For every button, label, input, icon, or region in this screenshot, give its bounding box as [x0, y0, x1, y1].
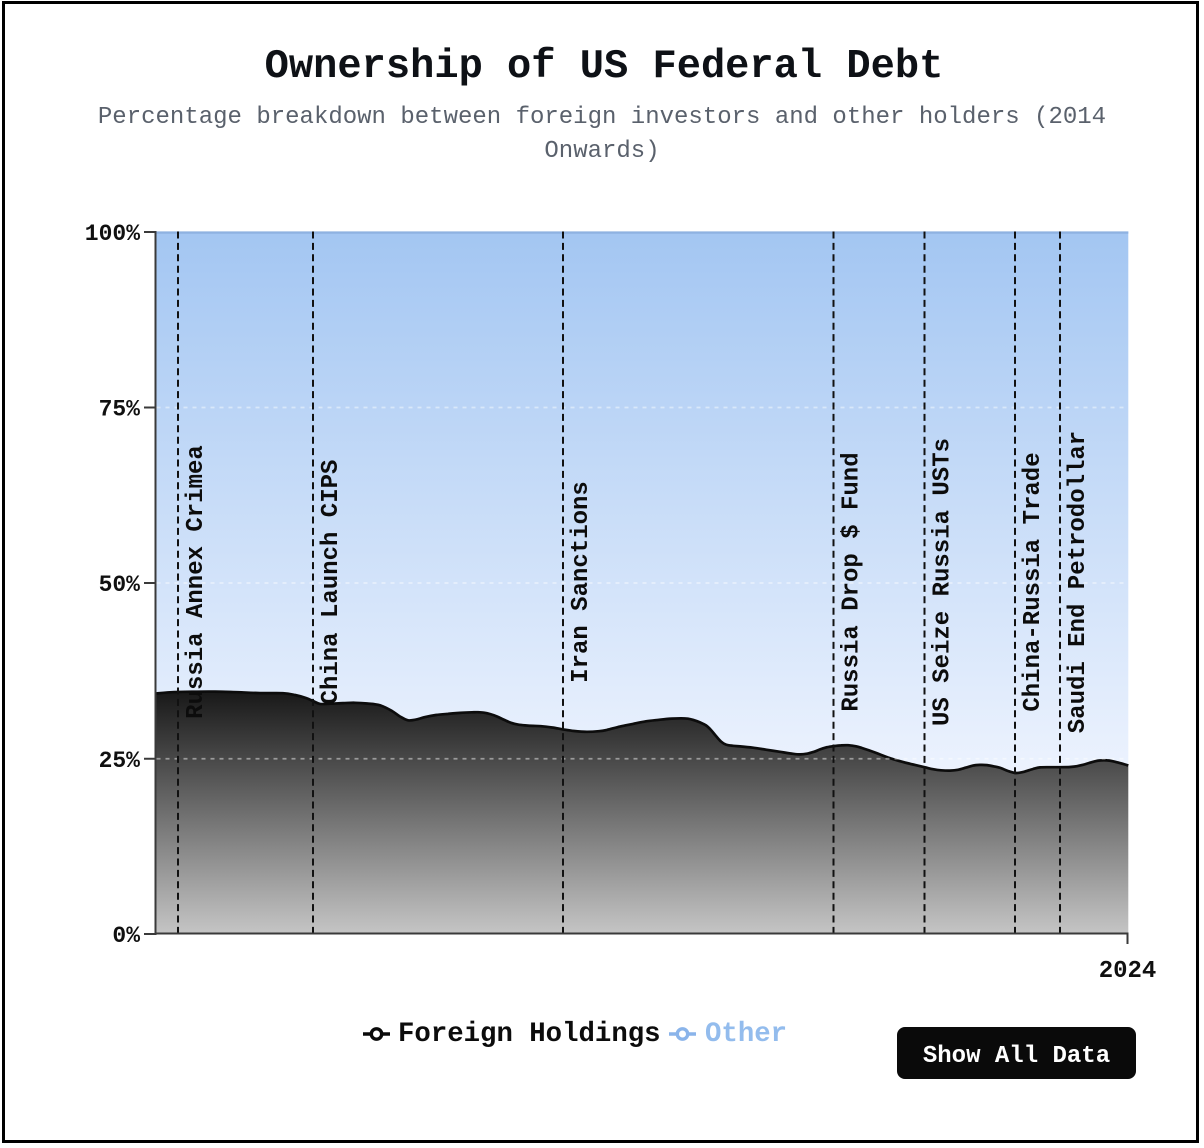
svg-text:75%: 75% — [99, 397, 141, 423]
svg-text:Russia Drop $ Fund: Russia Drop $ Fund — [839, 452, 866, 711]
svg-text:100%: 100% — [85, 221, 140, 247]
svg-text:25%: 25% — [99, 748, 141, 774]
svg-text:Iran Sanctions: Iran Sanctions — [568, 481, 595, 683]
svg-text:Russia Annex Crimea: Russia Annex Crimea — [183, 445, 210, 719]
svg-text:50%: 50% — [99, 572, 141, 598]
svg-text:2024: 2024 — [1099, 958, 1157, 985]
svg-text:0%: 0% — [112, 923, 140, 949]
svg-text:Saudi End Petrodollar: Saudi End Petrodollar — [1065, 431, 1092, 733]
svg-text:China Launch CIPS: China Launch CIPS — [318, 460, 345, 705]
svg-text:China-Russia Trade: China-Russia Trade — [1020, 452, 1047, 711]
svg-text:US Seize Russia USTs: US Seize Russia USTs — [930, 438, 957, 726]
